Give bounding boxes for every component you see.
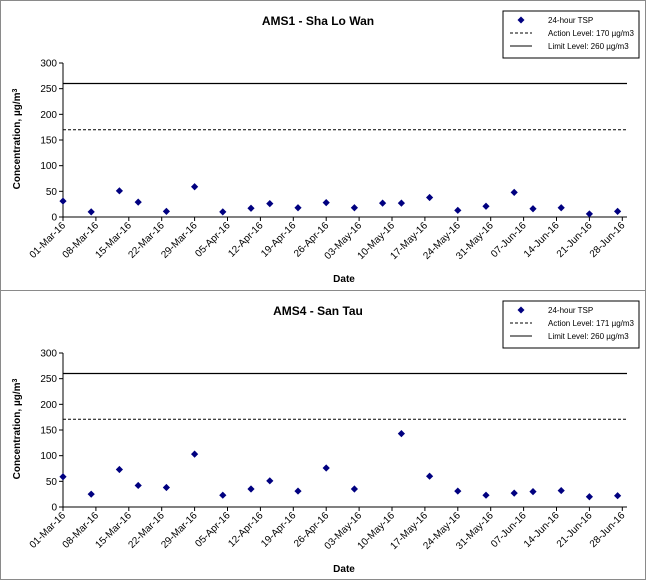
data-point: [379, 199, 387, 207]
y-tick-label: 50: [46, 187, 58, 198]
data-point: [247, 204, 255, 212]
legend-marker-icon: [517, 306, 525, 314]
data-point: [585, 210, 593, 218]
legend-item-action: Action Level: 171 µg/m3: [548, 319, 635, 328]
y-tick-label: 0: [51, 213, 57, 224]
data-point: [557, 204, 565, 212]
data-point: [510, 489, 518, 497]
data-point: [266, 477, 274, 485]
data-point: [219, 491, 227, 499]
data-point: [614, 492, 622, 500]
data-point: [59, 197, 67, 205]
data-point: [322, 464, 330, 472]
x-tick-label: 28-Jun-16: [588, 510, 628, 550]
data-point: [482, 202, 490, 210]
data-point: [162, 483, 170, 492]
y-tick-label: 250: [40, 374, 57, 385]
legend-item-tsp: 24-hour TSP: [548, 306, 593, 315]
data-point: [454, 487, 462, 495]
legend: 24-hour TSP Action Level: 170 µg/m3 Limi…: [502, 10, 640, 59]
data-point: [162, 207, 170, 215]
x-tick-label: 29-Mar-16: [159, 510, 200, 551]
data-point: [454, 206, 462, 214]
x-tick-label: 29-Mar-16: [159, 220, 200, 261]
data-point: [510, 188, 518, 196]
data-point: [294, 487, 302, 495]
y-tick-label: 200: [40, 110, 57, 121]
y-tick-label: 300: [40, 59, 57, 70]
x-axis-label: Date: [333, 564, 355, 575]
data-point: [134, 481, 142, 490]
data-point: [557, 486, 565, 495]
data-point: [134, 198, 142, 206]
y-axis-label: Concentration, µg/m3: [12, 379, 24, 480]
plot-area: 05010015020025030001-Mar-1608-Mar-1615-M…: [28, 349, 628, 552]
chart-title: AMS1 - Sha Lo Wan: [262, 14, 374, 28]
data-point: [397, 429, 405, 438]
y-tick-label: 50: [46, 477, 58, 488]
data-point: [426, 193, 434, 202]
data-point: [59, 473, 67, 481]
y-tick-label: 150: [40, 426, 57, 437]
data-point: [266, 200, 274, 208]
legend: 24-hour TSP Action Level: 171 µg/m3 Limi…: [502, 300, 640, 349]
y-tick-label: 0: [51, 503, 57, 514]
data-point: [247, 485, 255, 493]
y-tick-label: 250: [40, 84, 57, 95]
legend-item-limit: Limit Level: 260 µg/m3: [548, 332, 629, 341]
y-tick-label: 100: [40, 161, 57, 172]
data-point: [529, 205, 537, 213]
chart-svg-ams1: AMS1 - Sha Lo Wan 05010015020025030001-M…: [12, 10, 640, 285]
chart-panel-ams4: AMS4 - San Tau 0 50 100 150 200 250 300 01-Mar-…: [0, 290, 646, 580]
x-axis-label: Date: [333, 274, 355, 285]
data-point: [426, 472, 434, 480]
x-tick-label: 28-Jun-16: [588, 220, 628, 260]
y-tick-label: 300: [40, 349, 57, 360]
data-point: [219, 208, 227, 216]
chart-panel-ams1: AMS1 - Sha Lo Wan 0 50 100 150 200 250 300 01-M…: [0, 0, 646, 291]
data-point: [614, 207, 622, 215]
data-point: [350, 485, 358, 493]
data-point: [529, 488, 537, 496]
data-point: [87, 208, 95, 216]
data-point: [482, 491, 490, 499]
y-tick-label: 150: [40, 136, 57, 147]
data-point: [191, 450, 199, 458]
data-point: [87, 490, 95, 498]
legend-box: [502, 300, 640, 349]
plot-area: 05010015020025030001-Mar-1608-Mar-1615-M…: [28, 59, 628, 262]
legend-item-action: Action Level: 170 µg/m3: [548, 29, 635, 38]
data-point: [191, 183, 199, 191]
data-point: [115, 465, 123, 474]
legend-marker-icon: [517, 16, 525, 24]
legend-box: [502, 10, 640, 59]
data-point: [350, 204, 358, 212]
data-point: [397, 199, 405, 207]
y-tick-label: 100: [40, 451, 57, 462]
data-point: [585, 493, 593, 501]
y-tick-label: 200: [40, 400, 57, 411]
chart-svg-ams4: AMS4 - San Tau 05010015020025030001-Mar-…: [12, 300, 640, 575]
data-point: [115, 187, 123, 195]
legend-item-tsp: 24-hour TSP: [548, 16, 593, 25]
y-axis-label: Concentration, µg/m3: [12, 89, 24, 190]
chart-title: AMS4 - San Tau: [273, 304, 363, 318]
legend-item-limit: Limit Level: 260 µg/m3: [548, 42, 629, 51]
data-point: [322, 199, 330, 207]
data-point: [294, 204, 302, 212]
